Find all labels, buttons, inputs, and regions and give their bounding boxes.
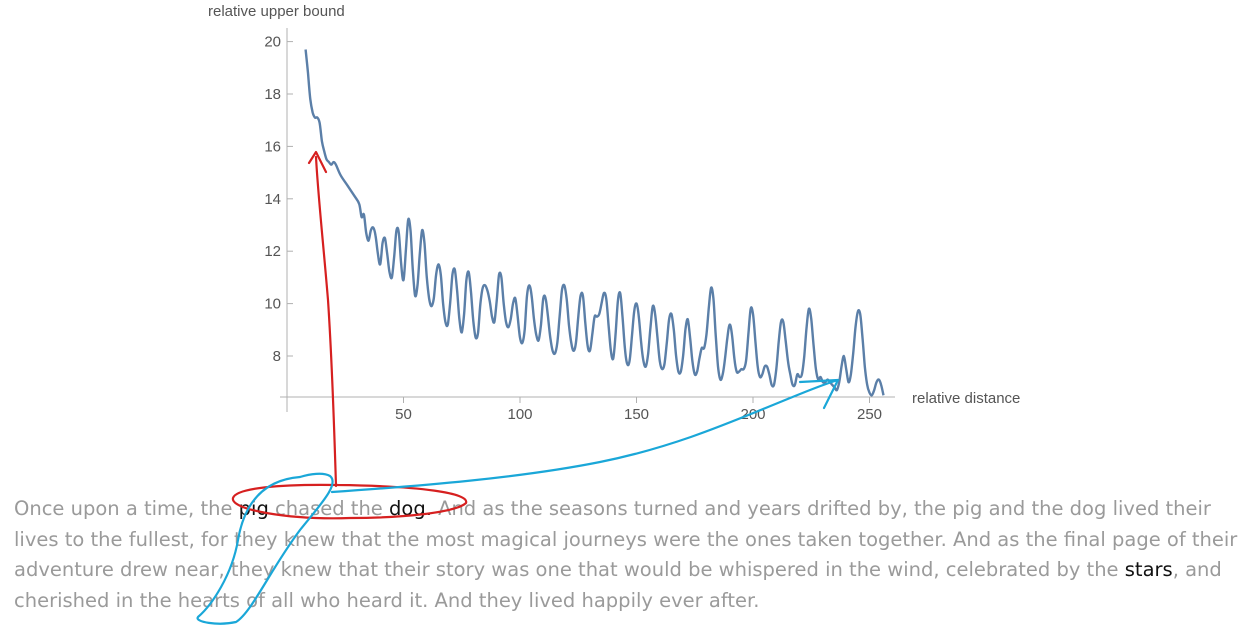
x-tick-label: 250: [857, 406, 882, 423]
highlighted-word-pig: pig: [238, 497, 269, 520]
chart-axes: [280, 28, 895, 412]
y-tick-label: 12: [264, 243, 281, 260]
story-text: Once upon a time, the: [14, 497, 239, 520]
x-tick-label: 50: [395, 406, 412, 423]
y-tick-label: 18: [264, 86, 281, 103]
y-tick-label: 20: [264, 34, 281, 51]
x-tick-label: 100: [507, 406, 532, 423]
y-axis-title: relative upper bound: [208, 3, 345, 20]
highlighted-word-stars: stars: [1124, 558, 1173, 581]
series-line: [304, 49, 885, 397]
x-tick-label: 200: [740, 406, 765, 423]
highlighted-word-dog: dog.: [389, 497, 432, 520]
y-tick-label: 14: [264, 191, 281, 208]
story-text: chased the: [268, 497, 390, 520]
y-tick-label: 8: [273, 348, 281, 365]
x-tick-label: 150: [624, 406, 649, 423]
line-chart: 50 100 150 200 250 8 10 12 14 16 18 20 relative upp…: [208, 3, 1020, 423]
y-tick-label: 10: [264, 296, 281, 313]
series-layer: [304, 49, 885, 397]
story-paragraph: Once upon a time, the pig chased the dog…: [14, 494, 1242, 616]
y-tick-label: 16: [264, 138, 281, 155]
x-axis-title: relative distance: [912, 390, 1020, 407]
